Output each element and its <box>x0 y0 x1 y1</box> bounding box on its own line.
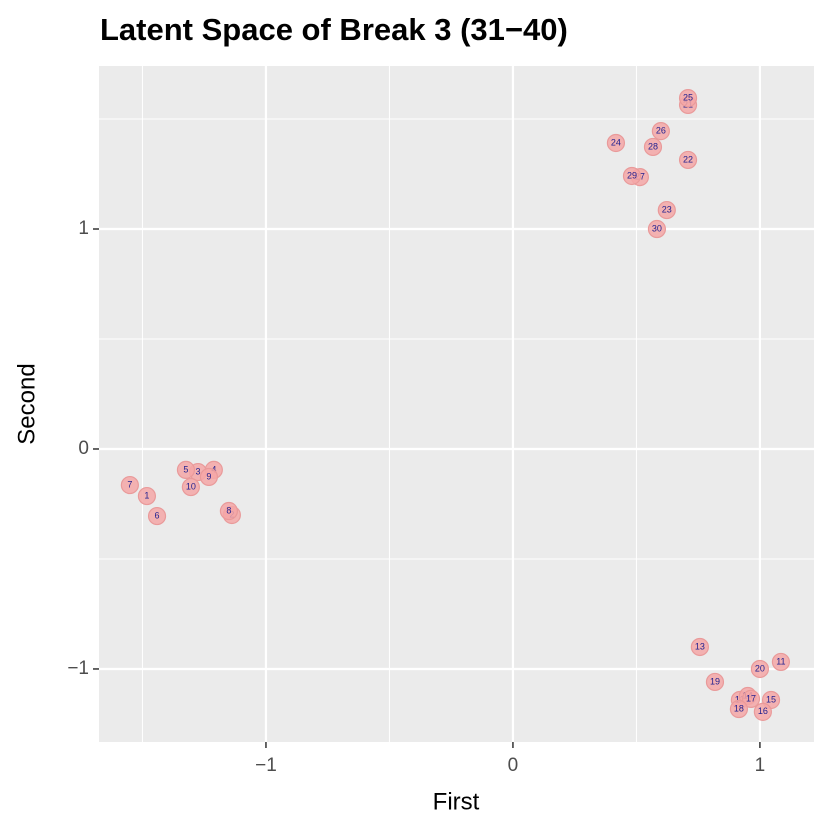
point-label: 16 <box>758 706 768 716</box>
x-axis-title: First <box>433 788 480 815</box>
point-label: 3 <box>196 466 201 476</box>
point-label: 8 <box>226 505 231 515</box>
x-tick-label: −1 <box>255 755 277 776</box>
point <box>147 506 167 526</box>
point <box>643 137 663 157</box>
point-label: 20 <box>755 663 765 673</box>
point-label: 26 <box>656 125 666 135</box>
point-label: 28 <box>648 141 658 151</box>
y-axis-title: Second <box>13 363 40 444</box>
point-label: 13 <box>695 641 705 651</box>
y-tick-label: −1 <box>67 658 89 679</box>
point <box>181 477 200 497</box>
point <box>753 702 772 721</box>
point <box>705 672 725 692</box>
point <box>651 122 670 141</box>
point <box>750 659 770 679</box>
point-label: 15 <box>766 694 776 704</box>
point-label: 25 <box>683 92 693 102</box>
point <box>678 89 698 108</box>
point-label: 11 <box>776 656 785 666</box>
point <box>606 133 626 153</box>
point <box>622 166 642 186</box>
point-label: 30 <box>652 223 662 233</box>
point <box>647 219 667 239</box>
point-label: 19 <box>710 676 720 686</box>
point <box>729 699 749 719</box>
point-label: 1 <box>144 490 149 500</box>
point <box>657 200 676 220</box>
y-tick-label: 0 <box>78 438 89 459</box>
point-label: 18 <box>734 703 744 713</box>
point-label: 10 <box>186 481 196 491</box>
point-label: 23 <box>662 204 672 214</box>
point <box>771 652 791 672</box>
point-label: 4 <box>211 464 216 474</box>
point <box>120 475 139 495</box>
point-label: 5 <box>183 464 188 474</box>
y-tick-label: 1 <box>78 218 89 239</box>
point-label: 9 <box>206 471 211 481</box>
chart-title: Latent Space of Break 3 (31−40) <box>100 12 568 47</box>
point <box>678 150 698 170</box>
x-tick-label: 1 <box>755 755 766 776</box>
point <box>741 689 761 708</box>
point <box>199 467 219 487</box>
point-label: 7 <box>127 479 132 489</box>
x-tick-label: 0 <box>508 755 519 776</box>
point-label: 6 <box>155 510 160 520</box>
point <box>137 486 157 506</box>
point-label: 24 <box>611 137 621 147</box>
plot-panel <box>99 66 814 742</box>
point-label: 29 <box>627 170 637 180</box>
point <box>690 637 709 657</box>
point-label: 17 <box>746 693 756 703</box>
point-label: 22 <box>683 154 693 164</box>
point <box>176 460 196 479</box>
point <box>219 501 239 521</box>
